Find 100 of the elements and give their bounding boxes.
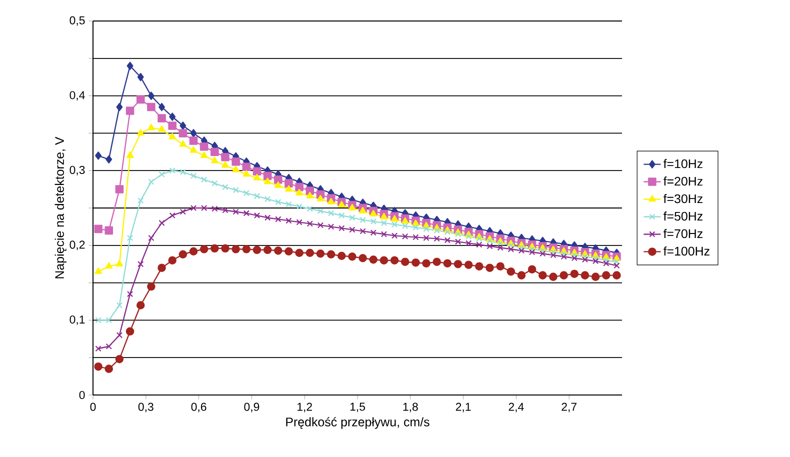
point: [296, 219, 302, 226]
point: [275, 198, 282, 206]
point: [402, 233, 408, 240]
point: [486, 264, 494, 272]
point: [443, 259, 452, 268]
point: [264, 178, 272, 184]
point: [148, 234, 154, 242]
point: [603, 257, 610, 264]
point: [116, 332, 123, 338]
legend-label: f=10Hz: [663, 159, 702, 168]
point: [517, 271, 526, 280]
point: [614, 258, 620, 265]
point: [242, 170, 250, 177]
point: [136, 301, 145, 310]
point: [380, 212, 388, 220]
point: [475, 262, 484, 270]
point: [571, 255, 578, 262]
point: [326, 250, 336, 259]
legend-label: f=50Hz: [663, 211, 702, 221]
point: [306, 192, 314, 198]
point: [466, 240, 472, 246]
point: [306, 186, 314, 195]
point: [466, 233, 472, 240]
point: [116, 302, 123, 308]
point: [95, 152, 102, 160]
x-tick-label: 0,6: [191, 402, 206, 412]
point: [454, 238, 462, 245]
point: [359, 206, 366, 214]
point: [242, 162, 251, 171]
point: [95, 346, 102, 352]
point: [286, 201, 292, 208]
point: [169, 212, 176, 219]
point: [338, 200, 346, 208]
legend-label: f=20Hz: [663, 176, 702, 186]
point: [115, 354, 124, 364]
point: [612, 271, 621, 280]
point: [518, 248, 525, 254]
x-axis-title: Prędkość przepływu, cm/s: [286, 417, 430, 429]
point: [222, 184, 228, 190]
point: [380, 256, 388, 264]
point: [401, 217, 409, 224]
point: [508, 246, 514, 252]
point: [147, 102, 156, 112]
point: [126, 327, 134, 336]
y-axis-title: Napięcie na detektorze, V: [54, 136, 66, 278]
point: [254, 192, 260, 200]
point: [158, 102, 166, 112]
point: [614, 262, 620, 269]
point: [126, 152, 134, 158]
point: [138, 197, 144, 204]
point: [549, 272, 558, 281]
point: [168, 122, 176, 130]
legend-label: f=70Hz: [663, 228, 702, 238]
point: [190, 172, 197, 179]
point: [243, 190, 250, 196]
point: [380, 220, 388, 226]
x-tick-label: 1,8: [403, 402, 418, 412]
point: [570, 270, 579, 278]
point: [210, 148, 219, 156]
x-tick-label: 2,7: [562, 402, 576, 412]
point: [94, 362, 102, 371]
point: [360, 228, 366, 234]
point: [232, 245, 240, 254]
point: [284, 179, 293, 188]
point: [147, 282, 156, 291]
point: [360, 216, 366, 224]
point: [232, 157, 240, 166]
point: [126, 106, 134, 115]
x-tick-label: 1,5: [350, 402, 365, 412]
point: [370, 218, 376, 225]
point: [137, 72, 144, 82]
point: [158, 114, 166, 122]
point: [212, 206, 218, 212]
x-tick-label: 2,4: [508, 402, 524, 412]
point: [528, 246, 536, 252]
point: [158, 220, 165, 226]
point: [158, 125, 166, 132]
point: [402, 222, 408, 230]
point: [295, 182, 304, 192]
point: [328, 224, 334, 230]
point: [602, 271, 610, 280]
point: [221, 244, 230, 253]
point: [263, 172, 272, 180]
point: [243, 210, 250, 216]
point: [592, 258, 599, 264]
point: [285, 185, 292, 192]
point: [486, 243, 493, 250]
y-tick-label: 0: [79, 390, 85, 400]
point: [497, 244, 504, 251]
point: [252, 246, 262, 254]
point: [540, 250, 546, 257]
point: [412, 258, 420, 267]
point: [400, 258, 410, 266]
point: [528, 249, 536, 256]
point: [126, 234, 134, 242]
point: [370, 230, 376, 236]
point: [528, 265, 536, 274]
point: [95, 317, 102, 324]
point: [434, 227, 440, 234]
point: [148, 178, 154, 185]
